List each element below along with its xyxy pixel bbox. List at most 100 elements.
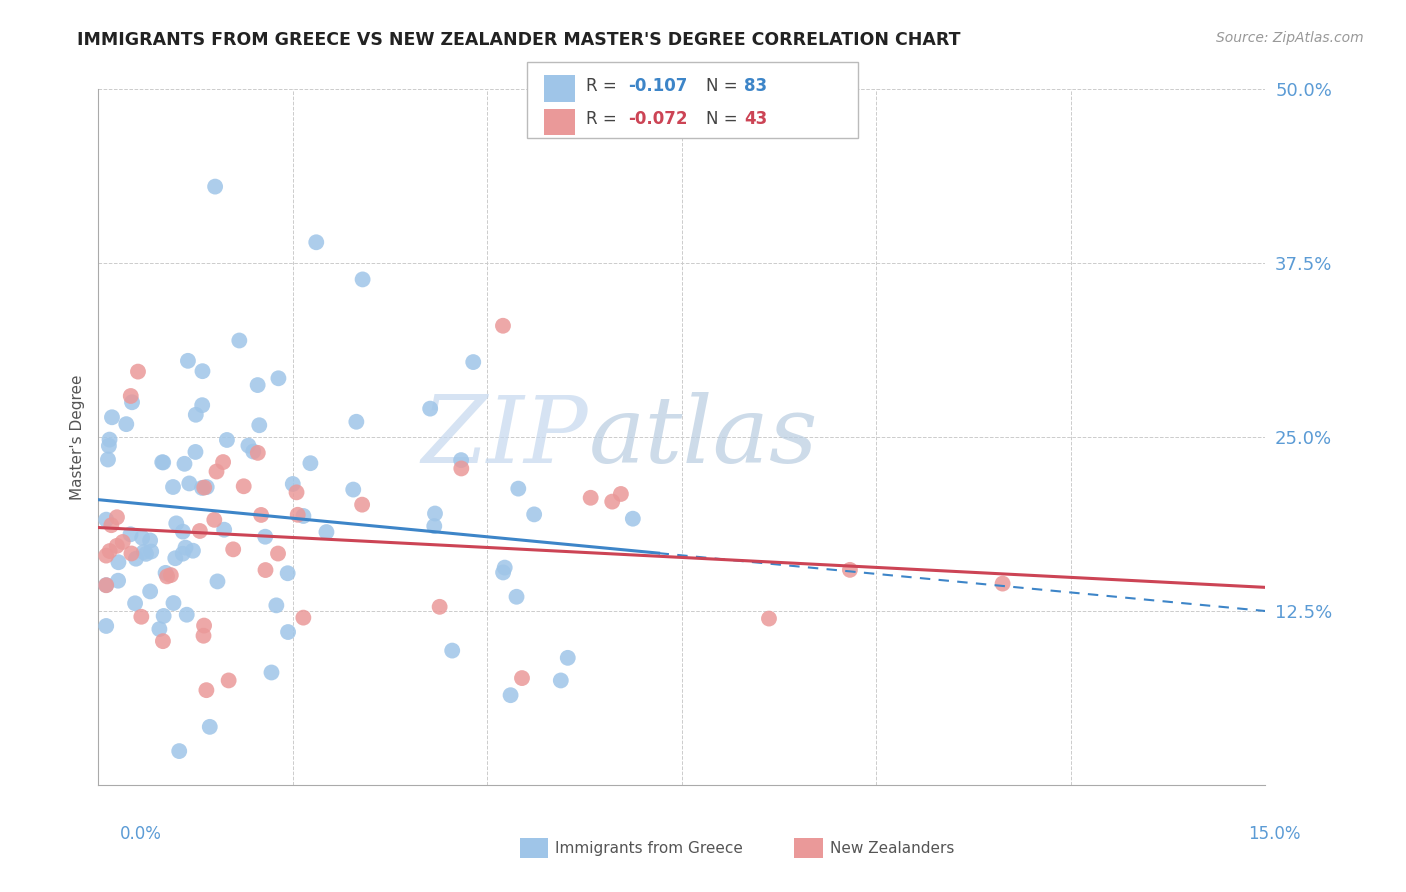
Point — [352, 272, 374, 286]
Text: R =: R = — [586, 77, 623, 95]
Point — [292, 508, 315, 523]
Text: -0.107: -0.107 — [628, 77, 688, 95]
Text: 0.0%: 0.0% — [120, 825, 162, 843]
Point — [250, 508, 273, 522]
Point — [228, 334, 250, 348]
Point — [139, 584, 162, 599]
Point — [96, 578, 118, 592]
Point — [115, 417, 138, 432]
Text: ZIP: ZIP — [422, 392, 589, 482]
Point — [267, 371, 290, 385]
Point — [557, 650, 579, 665]
Point — [97, 439, 120, 453]
Point — [141, 544, 163, 558]
Text: -0.072: -0.072 — [628, 111, 688, 128]
Point — [193, 481, 215, 495]
Point — [352, 498, 374, 512]
Point — [107, 574, 129, 588]
Point — [172, 524, 194, 539]
Point — [579, 491, 602, 505]
Point — [111, 535, 134, 549]
Point — [242, 444, 264, 458]
Point — [96, 549, 118, 563]
Point — [204, 179, 226, 194]
Point — [155, 566, 177, 580]
Point — [499, 688, 522, 702]
Point — [758, 611, 780, 625]
Point — [423, 507, 446, 521]
Point — [195, 683, 218, 698]
Point — [238, 439, 260, 453]
Point — [152, 455, 174, 469]
Point — [191, 398, 214, 412]
Point — [205, 465, 228, 479]
Point — [98, 433, 121, 447]
Point — [218, 673, 240, 688]
Point — [165, 516, 187, 531]
Point — [198, 720, 221, 734]
Point — [173, 457, 195, 471]
Point — [600, 494, 623, 508]
Point — [120, 546, 142, 560]
Point — [246, 446, 269, 460]
Point — [299, 456, 322, 470]
Point — [156, 569, 179, 583]
Point — [450, 461, 472, 475]
Point — [177, 354, 200, 368]
Point — [281, 477, 304, 491]
Point — [131, 531, 153, 545]
Point — [152, 609, 174, 624]
Text: 43: 43 — [744, 111, 768, 128]
Point — [191, 481, 214, 495]
Point — [188, 524, 211, 538]
Point — [523, 508, 546, 522]
Point — [179, 476, 201, 491]
Point — [463, 355, 485, 369]
Point — [105, 510, 128, 524]
Point — [232, 479, 254, 493]
Point — [494, 560, 516, 574]
Point — [429, 599, 451, 614]
Point — [184, 408, 207, 422]
Point — [212, 523, 235, 537]
Point — [419, 401, 441, 416]
Point — [207, 574, 229, 589]
Point — [202, 513, 225, 527]
Point — [184, 445, 207, 459]
Point — [610, 487, 633, 501]
Point — [125, 551, 148, 566]
Point — [174, 541, 197, 555]
Point — [450, 453, 472, 467]
Point — [266, 599, 288, 613]
Point — [96, 513, 118, 527]
Point — [315, 524, 337, 539]
Text: 15.0%: 15.0% — [1249, 825, 1301, 843]
Point — [172, 547, 194, 561]
Point — [492, 566, 515, 580]
Point — [100, 518, 122, 533]
Point — [107, 555, 129, 569]
Point — [135, 547, 157, 561]
Point — [98, 544, 121, 558]
Point — [342, 483, 364, 497]
Point — [176, 607, 198, 622]
Point — [621, 511, 644, 525]
Point — [423, 519, 446, 533]
Point — [167, 744, 190, 758]
Point — [127, 365, 149, 379]
Text: N =: N = — [706, 111, 742, 128]
Point — [991, 576, 1014, 591]
Point — [148, 622, 170, 636]
Text: R =: R = — [586, 111, 623, 128]
Point — [510, 671, 533, 685]
Point — [159, 568, 181, 582]
Text: IMMIGRANTS FROM GREECE VS NEW ZEALANDER MASTER'S DEGREE CORRELATION CHART: IMMIGRANTS FROM GREECE VS NEW ZEALANDER … — [77, 31, 960, 49]
Point — [165, 551, 187, 566]
Point — [344, 415, 367, 429]
Point — [181, 543, 204, 558]
Point — [195, 480, 218, 494]
Y-axis label: Master's Degree: Master's Degree — [69, 375, 84, 500]
Point — [191, 364, 214, 378]
Point — [97, 452, 120, 467]
Point — [124, 596, 146, 610]
